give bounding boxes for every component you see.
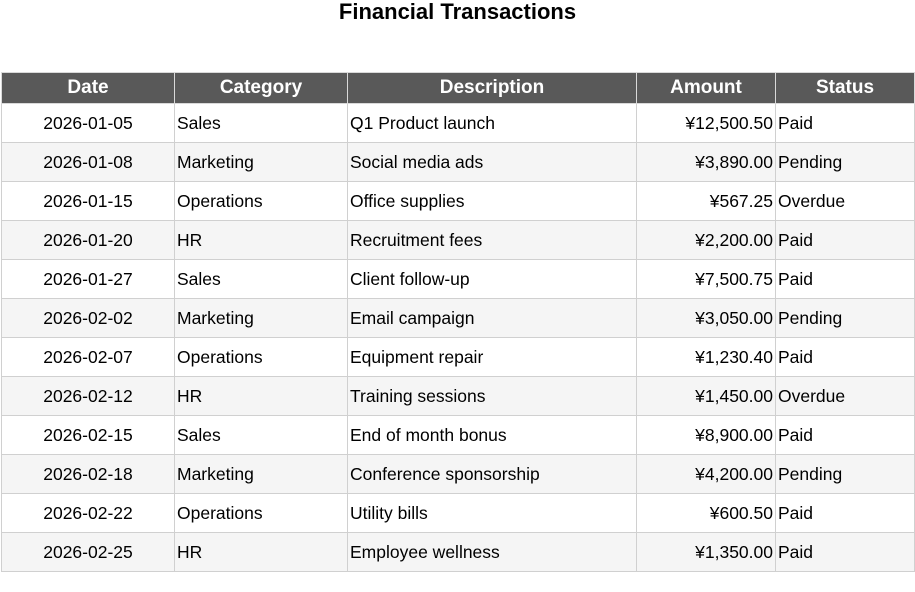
cell-date[interactable]: 2026-01-27: [1, 259, 175, 299]
cell-description[interactable]: Office supplies: [347, 181, 637, 221]
cell-date[interactable]: 2026-01-05: [1, 103, 175, 143]
transactions-table: Date Category Description Amount Status …: [1, 72, 915, 572]
cell-status[interactable]: Paid: [775, 337, 915, 377]
cell-status[interactable]: Overdue: [775, 181, 915, 221]
cell-description[interactable]: Employee wellness: [347, 532, 637, 572]
cell-amount[interactable]: ¥3,050.00: [636, 298, 776, 338]
cell-date[interactable]: 2026-02-15: [1, 415, 175, 455]
table-row: 2026-02-02 Marketing Email campaign ¥3,0…: [1, 298, 915, 338]
cell-amount[interactable]: ¥7,500.75: [636, 259, 776, 299]
cell-status[interactable]: Paid: [775, 220, 915, 260]
column-header-description[interactable]: Description: [347, 72, 637, 104]
cell-status[interactable]: Pending: [775, 142, 915, 182]
cell-category[interactable]: Operations: [174, 337, 348, 377]
cell-amount[interactable]: ¥4,200.00: [636, 454, 776, 494]
cell-amount[interactable]: ¥1,450.00: [636, 376, 776, 416]
column-header-amount[interactable]: Amount: [636, 72, 776, 104]
cell-status[interactable]: Paid: [775, 103, 915, 143]
cell-category[interactable]: HR: [174, 532, 348, 572]
cell-category[interactable]: Marketing: [174, 298, 348, 338]
cell-date[interactable]: 2026-01-20: [1, 220, 175, 260]
cell-description[interactable]: Recruitment fees: [347, 220, 637, 260]
cell-amount[interactable]: ¥567.25: [636, 181, 776, 221]
cell-description[interactable]: End of month bonus: [347, 415, 637, 455]
cell-status[interactable]: Overdue: [775, 376, 915, 416]
cell-date[interactable]: 2026-01-15: [1, 181, 175, 221]
cell-description[interactable]: Equipment repair: [347, 337, 637, 377]
cell-description[interactable]: Social media ads: [347, 142, 637, 182]
table-row: 2026-02-07 Operations Equipment repair ¥…: [1, 337, 915, 377]
cell-amount[interactable]: ¥1,350.00: [636, 532, 776, 572]
table-row: 2026-01-05 Sales Q1 Product launch ¥12,5…: [1, 103, 915, 143]
cell-category[interactable]: Marketing: [174, 142, 348, 182]
table-row: 2026-01-27 Sales Client follow-up ¥7,500…: [1, 259, 915, 299]
cell-category[interactable]: HR: [174, 376, 348, 416]
table-row: 2026-02-22 Operations Utility bills ¥600…: [1, 493, 915, 533]
cell-category[interactable]: Operations: [174, 181, 348, 221]
page-title: Financial Transactions: [338, 0, 577, 24]
cell-category[interactable]: HR: [174, 220, 348, 260]
cell-category[interactable]: Sales: [174, 415, 348, 455]
cell-date[interactable]: 2026-02-07: [1, 337, 175, 377]
table-header: Date Category Description Amount Status: [1, 72, 915, 104]
cell-status[interactable]: Paid: [775, 415, 915, 455]
column-header-status[interactable]: Status: [775, 72, 915, 104]
table-row: 2026-01-15 Operations Office supplies ¥5…: [1, 181, 915, 221]
cell-amount[interactable]: ¥12,500.50: [636, 103, 776, 143]
cell-description[interactable]: Email campaign: [347, 298, 637, 338]
table-row: 2026-02-25 HR Employee wellness ¥1,350.0…: [1, 532, 915, 572]
cell-date[interactable]: 2026-02-25: [1, 532, 175, 572]
cell-description[interactable]: Conference sponsorship: [347, 454, 637, 494]
cell-category[interactable]: Sales: [174, 259, 348, 299]
cell-date[interactable]: 2026-02-22: [1, 493, 175, 533]
cell-date[interactable]: 2026-02-18: [1, 454, 175, 494]
cell-date[interactable]: 2026-02-12: [1, 376, 175, 416]
table-row: 2026-02-15 Sales End of month bonus ¥8,9…: [1, 415, 915, 455]
table-row: 2026-02-18 Marketing Conference sponsors…: [1, 454, 915, 494]
cell-amount[interactable]: ¥3,890.00: [636, 142, 776, 182]
table-row: 2026-01-08 Marketing Social media ads ¥3…: [1, 142, 915, 182]
cell-amount[interactable]: ¥2,200.00: [636, 220, 776, 260]
cell-amount[interactable]: ¥8,900.00: [636, 415, 776, 455]
cell-amount[interactable]: ¥600.50: [636, 493, 776, 533]
cell-date[interactable]: 2026-02-02: [1, 298, 175, 338]
cell-status[interactable]: Pending: [775, 454, 915, 494]
cell-category[interactable]: Sales: [174, 103, 348, 143]
table-row: 2026-02-12 HR Training sessions ¥1,450.0…: [1, 376, 915, 416]
cell-category[interactable]: Operations: [174, 493, 348, 533]
column-header-date[interactable]: Date: [1, 72, 175, 104]
cell-status[interactable]: Paid: [775, 259, 915, 299]
cell-status[interactable]: Pending: [775, 298, 915, 338]
table-row: 2026-01-20 HR Recruitment fees ¥2,200.00…: [1, 220, 915, 260]
cell-description[interactable]: Client follow-up: [347, 259, 637, 299]
cell-category[interactable]: Marketing: [174, 454, 348, 494]
cell-description[interactable]: Q1 Product launch: [347, 103, 637, 143]
cell-description[interactable]: Training sessions: [347, 376, 637, 416]
column-header-category[interactable]: Category: [174, 72, 348, 104]
table-body: 2026-01-05 Sales Q1 Product launch ¥12,5…: [1, 103, 915, 572]
cell-date[interactable]: 2026-01-08: [1, 142, 175, 182]
cell-status[interactable]: Paid: [775, 532, 915, 572]
cell-amount[interactable]: ¥1,230.40: [636, 337, 776, 377]
cell-status[interactable]: Paid: [775, 493, 915, 533]
cell-description[interactable]: Utility bills: [347, 493, 637, 533]
header-row: Date Category Description Amount Status: [1, 72, 915, 104]
